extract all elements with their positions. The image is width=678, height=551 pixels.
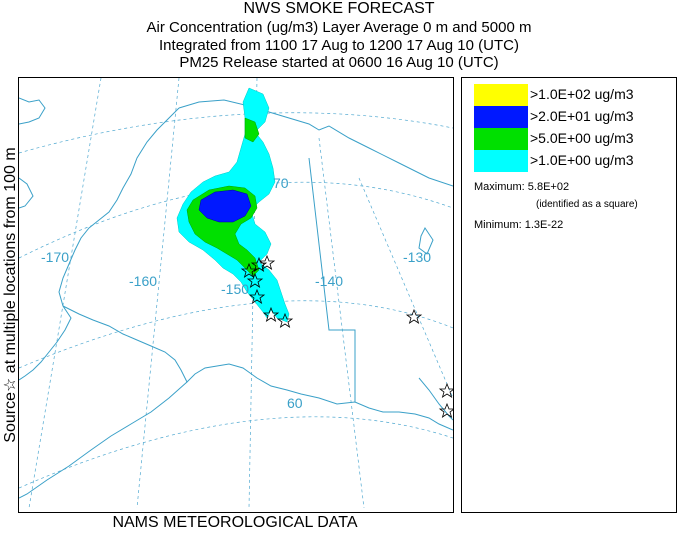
smoke-plume-blue xyxy=(198,189,252,223)
alaska-coastline xyxy=(18,99,454,431)
star-icon xyxy=(438,382,456,398)
longitude-line xyxy=(318,137,365,509)
legend-label: >5.0E+00 ug/m3 xyxy=(530,130,634,146)
star-icon xyxy=(248,288,266,304)
maximum-label: Maximum: xyxy=(474,181,525,193)
star-icon xyxy=(438,402,456,418)
legend-swatch xyxy=(474,84,528,106)
siberia-coast xyxy=(18,97,46,209)
minimum-row: Minimum: 1.3E-22 xyxy=(474,219,563,231)
star-icon xyxy=(276,312,294,328)
lon-label-130: -130 xyxy=(403,249,431,265)
latitude-line xyxy=(18,112,454,154)
canada-border xyxy=(308,157,356,402)
source-stars xyxy=(240,254,456,418)
maximum-note: (identified as a square) xyxy=(536,199,638,210)
legend-label: >1.0E+02 ug/m3 xyxy=(530,86,634,102)
lon-label-150: -150 xyxy=(221,281,249,297)
maximum-value: 5.8E+02 xyxy=(527,181,570,193)
legend-swatch xyxy=(474,128,528,150)
star-icon xyxy=(258,254,276,270)
star-icon xyxy=(246,272,264,288)
minimum-label: Minimum: xyxy=(474,219,522,231)
lon-label-170: -170 xyxy=(41,249,69,265)
integration-period: Integrated from 1100 17 Aug to 1200 17 A… xyxy=(159,37,519,54)
maximum-row: Maximum: 5.8E+02 xyxy=(474,181,569,193)
concentration-subtitle: Air Concentration (ug/m3) Layer Average … xyxy=(146,19,532,36)
latitude-line xyxy=(18,416,454,489)
longitude-line xyxy=(136,77,180,509)
longitude-line xyxy=(358,177,454,399)
legend-swatch xyxy=(474,150,528,172)
latitude-line xyxy=(18,300,454,369)
longitude-line xyxy=(28,77,102,509)
legend-label: >2.0E+01 ug/m3 xyxy=(530,108,634,124)
star-icon xyxy=(250,256,268,272)
lon-label-140: -140 xyxy=(315,273,343,289)
island xyxy=(418,227,434,255)
smoke-map: -170 -160 -150 -140 -130 70 60 xyxy=(18,77,456,513)
lon-label-160: -160 xyxy=(129,273,157,289)
legend-swatch xyxy=(474,106,528,128)
minimum-value: 1.3E-22 xyxy=(524,219,564,231)
lat-label-60: 60 xyxy=(287,395,303,411)
meteorological-data-footer: NAMS METEOROLOGICAL DATA xyxy=(112,514,358,531)
star-icon xyxy=(405,308,423,324)
map-title: NWS SMOKE FORECAST xyxy=(243,0,435,17)
release-info: PM25 Release started at 0600 16 Aug 10 (… xyxy=(179,54,499,71)
se-alaska-coast xyxy=(418,377,454,421)
alaska-map-svg: -170 -160 -150 -140 -130 70 60 xyxy=(18,77,456,509)
star-icon xyxy=(262,306,280,322)
legend-panel: >1.0E+02 ug/m3 >2.0E+01 ug/m3 >5.0E+00 u… xyxy=(461,77,677,513)
aleutian-coast xyxy=(18,381,188,499)
legend-label: >1.0E+00 ug/m3 xyxy=(530,152,634,168)
lat-label-70: 70 xyxy=(273,175,289,191)
star-icon xyxy=(240,262,258,278)
